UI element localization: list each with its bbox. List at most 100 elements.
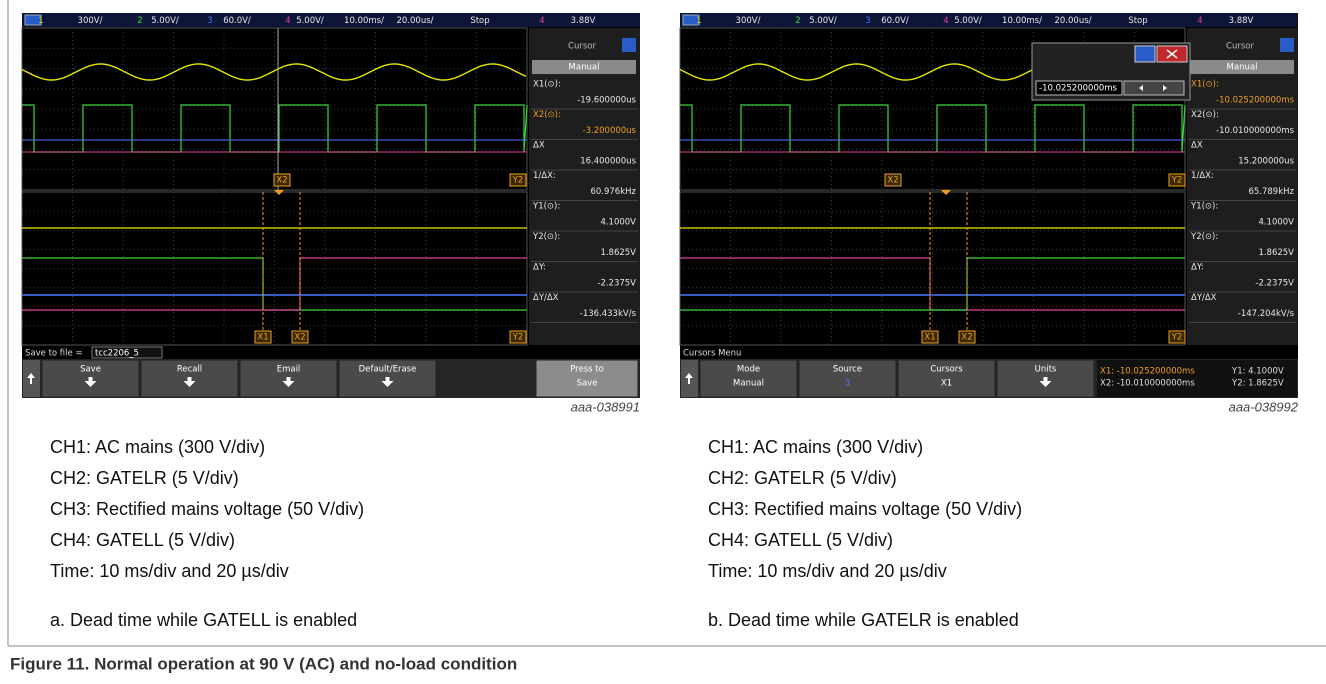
popup-value: -10.025200000ms [1039,84,1118,94]
softkey-label: Cursors [930,365,963,375]
readout-label: ΔY/ΔX [1191,293,1217,303]
status-item: 3.88V [1229,16,1254,26]
cursor-info: Y1: 4.1000V [1231,367,1284,377]
status-item: 2 [137,16,142,26]
readout-value: 1.8625V [600,248,636,258]
status-item: 60.0V/ [881,16,909,26]
readout-value: -10.025200000ms [1216,96,1295,106]
oscilloscope-screen: 1 300V/2 5.00V/3 60.0V/4 5.00V/10.00ms/20.00… [680,13,1298,398]
cursor-info: Y2: 1.8625V [1231,379,1284,389]
cursor-marker-label: Y2 [512,176,524,186]
readout-value: 1.8625V [1258,248,1294,258]
cursor-marker-label: Y2 [1171,176,1183,186]
readout-label: ΔY: [533,263,546,273]
readout-label: Y2(⊙): [532,232,560,242]
side-title: Cursor [568,42,596,52]
status-item: 5.00V/ [809,16,837,26]
figure-title: Figure 11. Normal operation at 90 V (AC)… [10,654,517,673]
side-icon [1280,38,1294,52]
softkey-label: Press to [570,365,604,375]
side-title: Cursor [1226,42,1254,52]
softkey-label: Source [833,365,862,375]
panel-caption: b. Dead time while GATELR is enabled [708,610,1019,630]
readout-label: Y1(⊙): [532,202,560,212]
readout-value: -2.2375V [1255,279,1294,289]
status-item: 3 [865,16,870,26]
readout-label: ΔY: [1191,263,1204,273]
readout-label: 1/ΔX: [1191,171,1214,181]
cursor-marker-label: X2 [961,333,972,343]
side-icon [622,38,636,52]
cursor-info: X1: -10.025200000ms [1100,367,1195,377]
status-item: 4 [285,16,290,26]
readout-value: 15.200000us [1238,157,1294,167]
readout-label: X1(⊙): [1191,80,1219,90]
softkey-sub: X1 [941,379,952,389]
status-line: Save to file = [25,349,83,359]
status-item: 4 [943,16,948,26]
cursor-marker-label: X1 [924,333,935,343]
softkey-label: Save [80,365,101,375]
status-item: 5.00V/ [151,16,179,26]
note-line: CH2: GATELR (5 V/div) [50,468,239,488]
note-line: Time: 10 ms/div and 20 µs/div [708,561,947,581]
figure: Figure 11. Normal operation at 90 V (AC)… [0,0,1326,684]
status-item: 10.00ms/ [344,16,384,26]
note-line: CH3: Rectified mains voltage (50 V/div) [708,499,1022,519]
status-item: 10.00ms/ [1002,16,1042,26]
status-item: Stop [470,16,489,26]
status-item: 5.00V/ [954,16,982,26]
status-line: Cursors Menu [683,349,741,359]
softkey-label: Mode [737,365,760,375]
readout-value: -147.204kV/s [1238,309,1295,319]
status-item: 20.00us/ [1054,16,1091,26]
readout-label: 1/ΔX: [533,171,556,181]
readout-label: ΔY/ΔX [533,293,559,303]
readout-label: ΔX [1191,141,1203,151]
status-bar [680,13,1298,27]
status-item: 1 [696,16,701,26]
softkey-label: Default/Erase [359,365,417,375]
softkey-sub: 3 [845,379,850,389]
readout-label: Y2(⊙): [1190,232,1218,242]
mode-label: Manual [1227,63,1258,73]
image-id: aaa-038992 [1229,399,1299,414]
readout-value: 4.1000V [1258,218,1294,228]
image-id: aaa-038991 [571,399,640,414]
status-item: 4 [539,16,544,26]
arrow-box [1124,81,1184,95]
readout-value: -10.010000000ms [1216,126,1295,136]
cursor-marker-label: X1 [257,333,268,343]
cursor-info: X2: -10.010000000ms [1100,379,1195,389]
status-item: Stop [1128,16,1147,26]
softkey-label: Email [277,365,301,375]
note-line: CH4: GATELL (5 V/div) [50,530,235,550]
softkey-sub: Manual [733,379,764,389]
readout-label: X2(⊙): [1191,110,1219,120]
readout-value: 4.1000V [600,218,636,228]
readout-label: X1(⊙): [533,80,561,90]
status-item: 300V/ [736,16,761,26]
status-item: 2 [795,16,800,26]
cursor-marker-label: X2 [294,333,305,343]
status-item: 3 [207,16,212,26]
note-line: CH2: GATELR (5 V/div) [708,468,897,488]
note-line: CH3: Rectified mains voltage (50 V/div) [50,499,364,519]
status-item: 3.88V [571,16,596,26]
status-item: 4 [1197,16,1202,26]
readout-value: -2.2375V [597,279,636,289]
readout-value: -19.600000us [577,96,636,106]
readout-value: 65.789kHz [1248,187,1294,197]
cursor-marker-label: X2 [887,176,898,186]
cursor-marker-label: X2 [276,176,287,186]
readout-value: 60.976kHz [590,187,636,197]
readout-value: -136.433kV/s [580,309,637,319]
status-item: 5.00V/ [296,16,324,26]
softkey-sub: Save [577,379,598,389]
status-item: 20.00us/ [396,16,433,26]
note-line: CH1: AC mains (300 V/div) [708,437,923,457]
mode-label: Manual [569,63,600,73]
file-name: tcc2206_5 [95,349,139,359]
readout-label: X2(⊙): [533,110,561,120]
